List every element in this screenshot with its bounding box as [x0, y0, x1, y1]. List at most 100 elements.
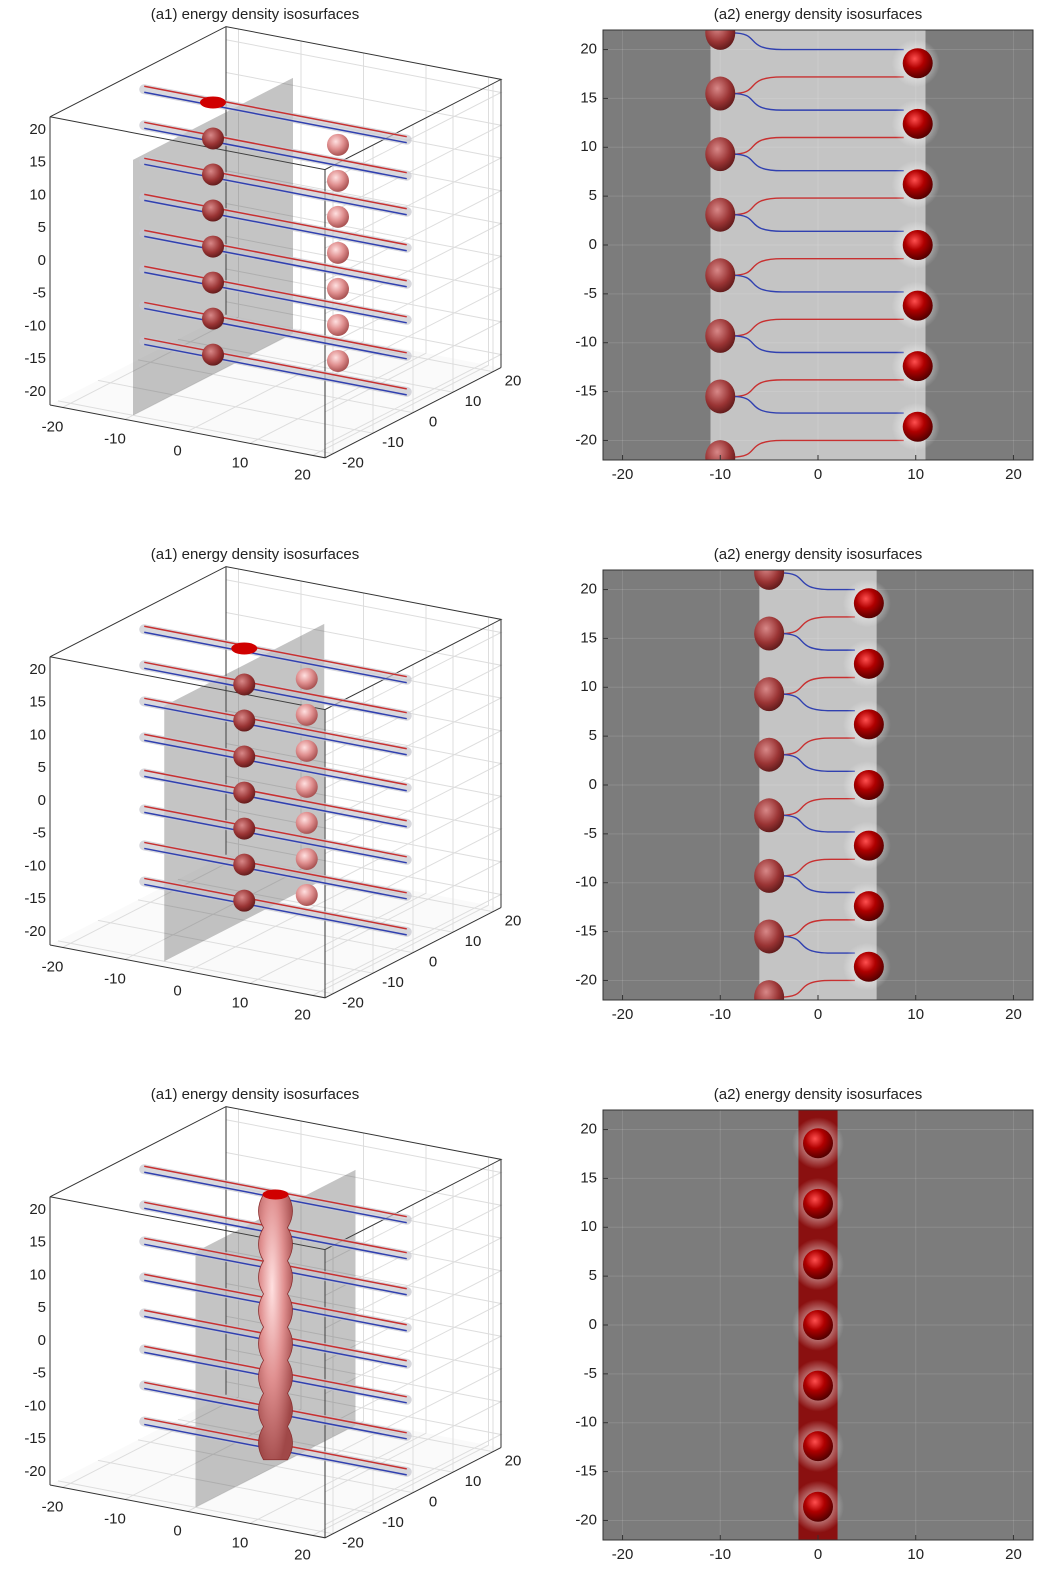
y-tick-label: -10 — [382, 974, 404, 991]
y-tick-label: 10 — [580, 1218, 597, 1235]
y-tick-label: 5 — [589, 1267, 597, 1284]
x-tick-label: -10 — [104, 970, 126, 987]
string-line — [732, 76, 904, 95]
z-tick-label: 10 — [29, 726, 46, 743]
string-blue — [144, 163, 407, 216]
y-tick-label: 20 — [580, 41, 597, 58]
grid-line — [124, 1121, 302, 1500]
z-tick-label: -10 — [24, 317, 46, 334]
y-tick-label: -15 — [575, 383, 597, 400]
z-tick-label: 10 — [29, 1266, 46, 1283]
y-tick-label: -10 — [575, 1414, 597, 1431]
z-tick-label: 15 — [29, 694, 46, 711]
y-tick-label: -10 — [575, 874, 597, 891]
vortex-right — [327, 133, 349, 156]
vortex-left — [705, 440, 736, 460]
panel-title: (a2) energy density isosurfaces — [714, 6, 922, 23]
string-blue — [144, 847, 407, 900]
x-tick-label: 20 — [1005, 466, 1022, 483]
string-blue — [144, 199, 407, 252]
string-line — [732, 197, 904, 216]
grid-line — [187, 53, 364, 432]
string-blue — [144, 631, 407, 684]
z-tick-label: 15 — [29, 154, 46, 171]
vortex-left — [233, 709, 256, 732]
y-tick-label: -5 — [584, 1365, 597, 1382]
y-tick-label: 10 — [580, 678, 597, 695]
string-tube — [139, 732, 412, 793]
vortex-right — [295, 883, 318, 906]
y-tick-label: 10 — [465, 1473, 482, 1490]
z-tick-label: -5 — [33, 1365, 46, 1382]
vortex-core — [803, 1249, 833, 1280]
z-tick-label: -5 — [33, 825, 46, 842]
z-tick-label: -5 — [33, 285, 46, 302]
vortex-right — [295, 847, 318, 870]
x-tick-label: -10 — [709, 466, 731, 483]
z-tick-label: -15 — [24, 350, 46, 367]
vortex-right — [902, 351, 933, 382]
vortex-core — [803, 1491, 833, 1522]
y-tick-label: 0 — [429, 1494, 437, 1511]
vortex-left — [705, 258, 736, 293]
grid-line — [312, 617, 489, 996]
x-tick-label: -10 — [104, 1510, 126, 1527]
z-tick-label: 0 — [38, 252, 46, 269]
string-red — [144, 85, 407, 138]
string-tube — [139, 84, 412, 145]
vortex-right — [902, 48, 933, 79]
vortex-right — [902, 411, 933, 442]
string-red — [144, 121, 407, 174]
string-blue — [144, 739, 407, 792]
vortex-left — [233, 889, 256, 912]
string-blue — [144, 883, 407, 936]
y-tick-label: 15 — [580, 1169, 597, 1186]
string-line — [781, 572, 855, 591]
z-tick-label: -20 — [24, 923, 46, 940]
vortex-left — [233, 673, 256, 696]
grid-line — [312, 1157, 489, 1536]
z-tick-label: -10 — [24, 857, 46, 874]
z-tick-label: 20 — [29, 121, 46, 138]
string-line — [732, 274, 904, 293]
panel-title: (a1) energy density isosurfaces — [151, 546, 359, 563]
x-tick-label: 0 — [173, 1522, 181, 1539]
panel-title: (a1) energy density isosurfaces — [151, 6, 359, 23]
x-tick-label: 20 — [294, 466, 311, 483]
vortex-right — [853, 709, 884, 740]
vortex-right — [853, 951, 884, 982]
vortex-left — [754, 798, 785, 833]
string-tube — [139, 696, 412, 757]
x-tick-label: 10 — [907, 466, 924, 483]
x-tick-label: 0 — [814, 466, 822, 483]
string-line — [732, 257, 904, 276]
vortex-left — [202, 235, 224, 258]
vortex-right — [853, 830, 884, 861]
string-tube — [139, 660, 412, 721]
y-tick-label: 15 — [580, 89, 597, 106]
vortex-left — [705, 318, 736, 353]
vortex-left — [705, 30, 736, 50]
y-tick-label: 0 — [429, 414, 437, 431]
string-red — [144, 661, 407, 714]
string-blue — [144, 307, 407, 360]
vortex-left — [233, 745, 256, 768]
string-line — [781, 919, 855, 938]
y-tick-label: -15 — [575, 1463, 597, 1480]
plot-area — [603, 1110, 1033, 1540]
y-tick-label: 5 — [589, 187, 597, 204]
vortex-column — [258, 1194, 293, 1461]
string-band — [710, 30, 926, 460]
z-tick-label: 5 — [38, 1299, 46, 1316]
vortex-right — [327, 349, 349, 372]
string-red — [144, 625, 407, 678]
y-tick-label: -20 — [575, 971, 597, 988]
string-line — [732, 395, 904, 414]
vortex-left — [754, 616, 785, 651]
grid-line — [312, 77, 489, 456]
string-tube — [139, 228, 412, 289]
y-tick-label: -20 — [342, 995, 364, 1012]
string-blue — [144, 775, 407, 828]
string-blue — [144, 667, 407, 720]
string-line — [781, 632, 855, 651]
